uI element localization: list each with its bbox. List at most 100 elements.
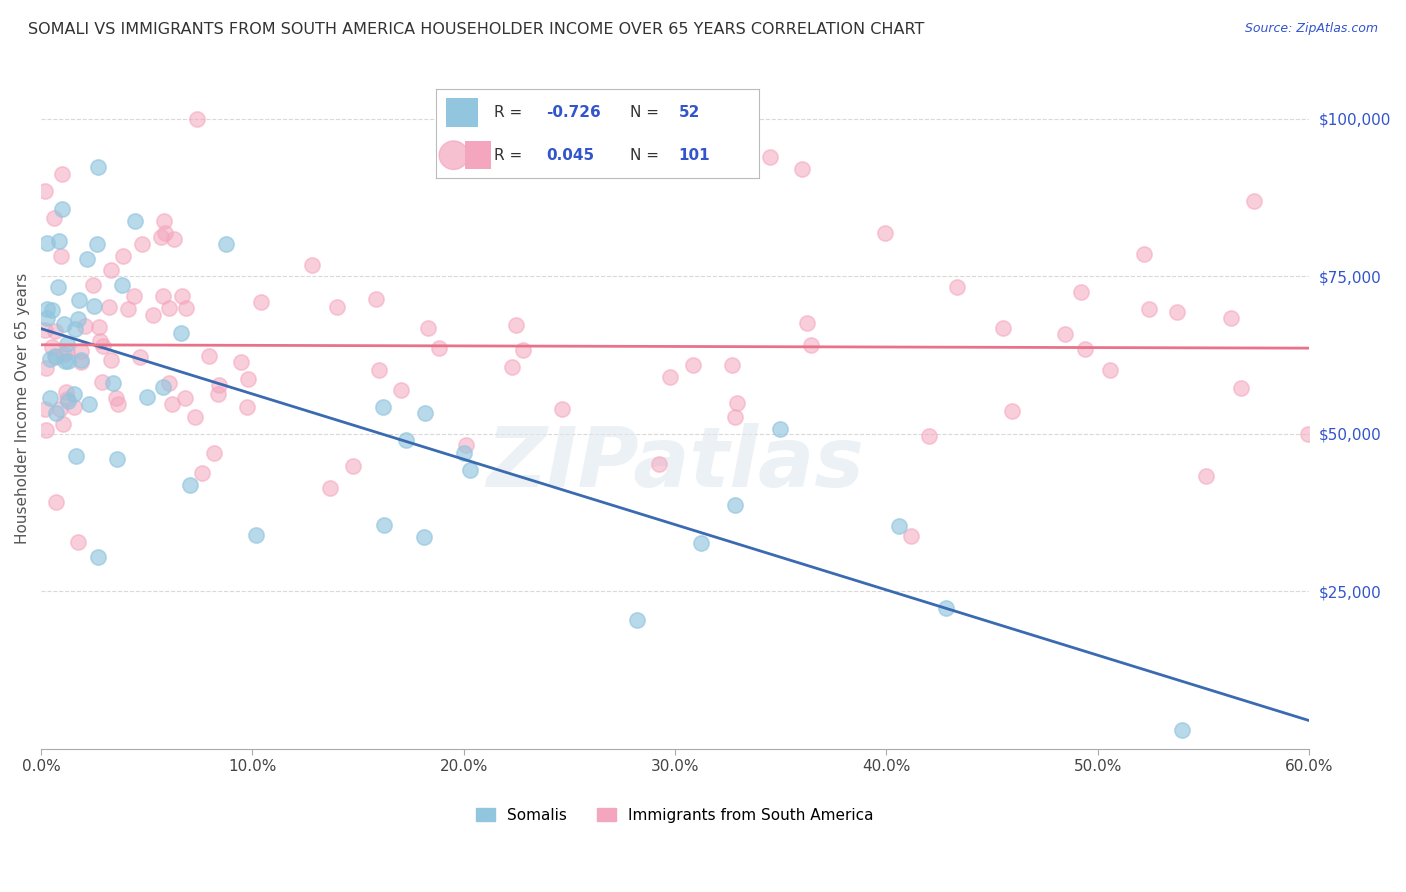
Point — [724, 409, 747, 424]
Point — [170, 326, 193, 341]
Point — [900, 529, 922, 543]
Point — [49, 249, 72, 263]
Point — [245, 527, 267, 541]
Text: 0.045: 0.045 — [546, 148, 593, 162]
Point — [44, 349, 66, 363]
Point — [371, 400, 394, 414]
Point — [454, 438, 477, 452]
Point — [67, 535, 90, 549]
Point — [184, 410, 207, 425]
Point — [759, 150, 782, 164]
Point — [45, 495, 67, 509]
Point — [215, 237, 238, 252]
Point — [207, 387, 229, 401]
Point — [1296, 426, 1319, 441]
Point — [46, 280, 69, 294]
Point — [1219, 311, 1241, 326]
Point — [128, 350, 150, 364]
Point — [368, 363, 391, 377]
Text: 101: 101 — [678, 148, 710, 162]
Point — [142, 309, 165, 323]
Y-axis label: Householder Income Over 65 years: Householder Income Over 65 years — [15, 273, 30, 544]
Point — [796, 316, 818, 330]
Point — [103, 376, 125, 391]
Point — [769, 422, 792, 436]
Point — [415, 406, 437, 420]
Point — [42, 211, 65, 226]
Point — [238, 372, 260, 386]
Point — [35, 423, 58, 437]
Point — [1166, 304, 1188, 318]
Point — [229, 355, 252, 369]
Point — [152, 289, 174, 303]
Point — [105, 392, 128, 406]
Point — [107, 397, 129, 411]
Point — [83, 299, 105, 313]
Point — [44, 324, 66, 338]
Point — [34, 323, 56, 337]
Point — [179, 478, 201, 492]
Point — [453, 445, 475, 459]
Point — [413, 530, 436, 544]
Point — [76, 252, 98, 266]
Point — [63, 322, 86, 336]
Point — [105, 452, 128, 467]
Ellipse shape — [439, 141, 468, 169]
Point — [946, 280, 969, 294]
Text: R =: R = — [494, 105, 527, 120]
Point — [1133, 247, 1156, 261]
Point — [37, 236, 59, 251]
Point — [1137, 301, 1160, 316]
Point — [186, 112, 208, 126]
Point — [97, 300, 120, 314]
Point — [89, 334, 111, 348]
Point — [63, 387, 86, 401]
Point — [935, 601, 957, 615]
Point — [86, 237, 108, 252]
Point — [887, 519, 910, 533]
Point — [34, 184, 56, 198]
Point — [56, 392, 79, 407]
Point — [319, 481, 342, 495]
Point — [172, 289, 194, 303]
Point — [157, 376, 180, 390]
Point — [70, 353, 93, 368]
Text: N =: N = — [630, 148, 664, 162]
Point — [326, 300, 349, 314]
Point — [56, 394, 79, 409]
Point — [66, 312, 89, 326]
Point — [51, 167, 73, 181]
Point — [991, 321, 1014, 335]
Point — [551, 402, 574, 417]
Point — [160, 397, 183, 411]
Point — [52, 317, 75, 331]
Point — [53, 354, 76, 368]
Point — [111, 277, 134, 292]
Point — [724, 498, 747, 512]
Point — [418, 321, 440, 335]
Point — [174, 301, 197, 315]
Text: ZIPatlas: ZIPatlas — [486, 423, 863, 503]
Point — [249, 295, 271, 310]
Point — [111, 249, 134, 263]
Point — [873, 226, 896, 240]
Point — [658, 370, 681, 384]
Point — [1230, 381, 1253, 395]
Point — [135, 390, 157, 404]
Point — [100, 263, 122, 277]
Point — [53, 346, 76, 360]
Point — [1098, 362, 1121, 376]
Point — [395, 433, 418, 447]
Point — [725, 396, 748, 410]
Point — [790, 162, 813, 177]
Point — [124, 213, 146, 227]
Point — [626, 613, 648, 627]
Point — [51, 202, 73, 217]
Text: R =: R = — [494, 148, 527, 162]
Point — [1074, 342, 1097, 356]
Point — [67, 293, 90, 308]
Point — [82, 278, 104, 293]
Point — [55, 384, 77, 399]
Text: -0.726: -0.726 — [546, 105, 600, 120]
Point — [153, 226, 176, 240]
